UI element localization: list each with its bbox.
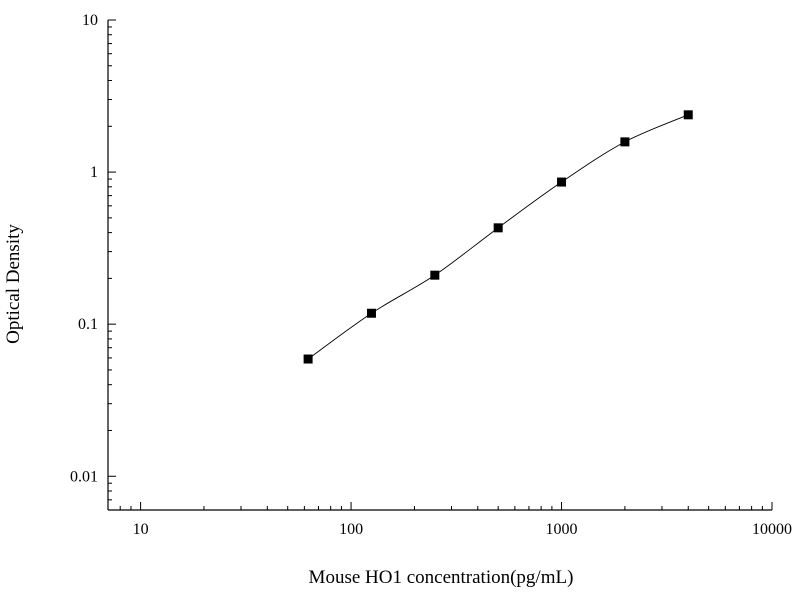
data-point — [493, 223, 503, 233]
ticks: 10 100 1000 10000 0.01 0.1 1 10 — [70, 12, 792, 538]
y-tick-label: 0.01 — [70, 468, 98, 485]
y-tick-label: 10 — [82, 12, 98, 29]
y-tick-label: 1 — [90, 164, 98, 181]
data-points-layer — [303, 110, 693, 364]
fit-curve-layer — [307, 114, 689, 360]
x-tick-label: 10000 — [752, 521, 792, 538]
y-axis-title: Optical Density — [3, 224, 24, 344]
y-tick-label: 0.1 — [78, 316, 98, 333]
data-point — [303, 354, 313, 364]
fit-curve — [307, 114, 689, 360]
x-axis-title: Mouse HO1 concentration(pg/mL) — [309, 567, 574, 588]
x-tick-label: 100 — [339, 521, 363, 538]
data-point — [683, 110, 693, 120]
data-point — [366, 308, 376, 318]
data-point — [620, 137, 630, 147]
data-point — [557, 177, 567, 187]
axes — [107, 20, 772, 511]
x-tick-label: 10 — [133, 521, 149, 538]
x-tick-label: 1000 — [546, 521, 578, 538]
data-point — [430, 270, 440, 280]
